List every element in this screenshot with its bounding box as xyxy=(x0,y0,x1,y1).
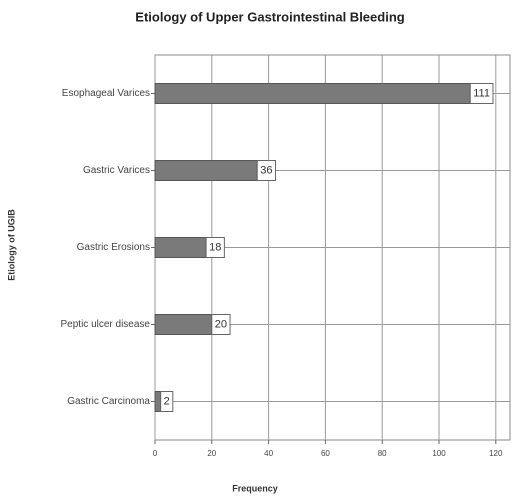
y-tick-label: Gastric Carcinoma xyxy=(67,396,150,407)
y-tick-label: Gastric Varices xyxy=(83,165,150,176)
y-tick-label: Gastric Erosions xyxy=(77,242,150,253)
x-tick-label: 0 xyxy=(153,449,158,458)
x-tick-label: 40 xyxy=(264,449,273,458)
data-label-box xyxy=(256,160,276,181)
x-tick-label: 100 xyxy=(432,449,446,458)
y-axis-label: Etiology of UGIB xyxy=(6,209,16,281)
x-tick-label: 20 xyxy=(207,449,216,458)
bar xyxy=(154,237,207,258)
bar xyxy=(154,391,162,412)
data-label-box xyxy=(211,314,231,335)
bar xyxy=(154,314,213,335)
x-tick-label: 60 xyxy=(321,449,330,458)
data-label: 111 xyxy=(473,87,490,99)
y-tick-label: Peptic ulcer disease xyxy=(61,319,151,330)
data-label: 36 xyxy=(260,164,272,176)
bar xyxy=(154,160,258,181)
x-axis-label: Frequency xyxy=(232,483,278,493)
chart-title: Etiology of Upper Gastrointestinal Bleed… xyxy=(135,9,404,24)
y-tick-label: Esophageal Varices xyxy=(62,88,150,99)
data-label: 18 xyxy=(209,241,221,253)
bar xyxy=(154,83,471,104)
data-label-box xyxy=(160,391,174,412)
x-tick-label: 120 xyxy=(489,449,503,458)
data-label-box xyxy=(469,83,494,104)
data-label: 20 xyxy=(215,318,227,330)
data-label: 2 xyxy=(164,395,170,407)
x-tick-label: 80 xyxy=(378,449,387,458)
data-label-box xyxy=(205,237,225,258)
